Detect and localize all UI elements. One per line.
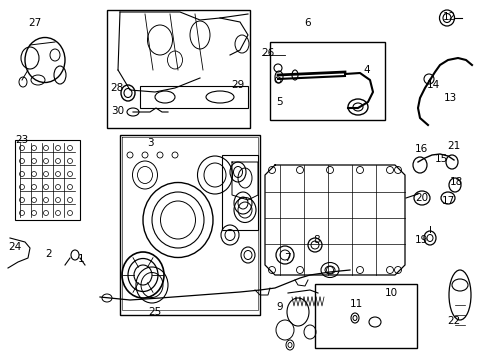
Text: 8: 8 — [312, 235, 319, 245]
Text: 30: 30 — [111, 106, 124, 116]
Text: 9: 9 — [276, 302, 283, 312]
Bar — [15, 140, 80, 220]
Text: 5: 5 — [275, 97, 282, 107]
Text: 16: 16 — [414, 144, 427, 154]
Text: 11: 11 — [348, 299, 362, 309]
Text: 19: 19 — [414, 235, 427, 245]
Text: 18: 18 — [449, 177, 462, 187]
Text: 10: 10 — [384, 288, 397, 298]
Text: 1: 1 — [78, 254, 84, 264]
Text: 24: 24 — [8, 242, 21, 252]
Text: 7: 7 — [284, 253, 290, 263]
Text: 28: 28 — [110, 83, 123, 93]
Bar — [269, 42, 384, 120]
Text: 29: 29 — [231, 80, 244, 90]
Bar — [222, 155, 258, 230]
Bar — [314, 284, 416, 348]
Bar — [107, 10, 249, 128]
Text: 3: 3 — [146, 138, 153, 148]
Text: 27: 27 — [28, 18, 41, 28]
Text: 14: 14 — [426, 80, 439, 90]
Bar — [140, 86, 247, 108]
Text: 13: 13 — [443, 93, 456, 103]
Text: 15: 15 — [434, 154, 447, 164]
Text: 2: 2 — [45, 249, 52, 259]
Text: 17: 17 — [441, 196, 454, 206]
Text: 25: 25 — [148, 307, 162, 317]
Text: 22: 22 — [447, 316, 460, 326]
Text: 20: 20 — [414, 193, 427, 203]
Text: 21: 21 — [447, 141, 460, 151]
Text: 4: 4 — [363, 65, 369, 75]
Text: 23: 23 — [15, 135, 28, 145]
Text: 6: 6 — [304, 18, 311, 28]
Bar — [120, 135, 260, 315]
Text: 12: 12 — [442, 12, 455, 22]
Text: 26: 26 — [261, 48, 274, 58]
